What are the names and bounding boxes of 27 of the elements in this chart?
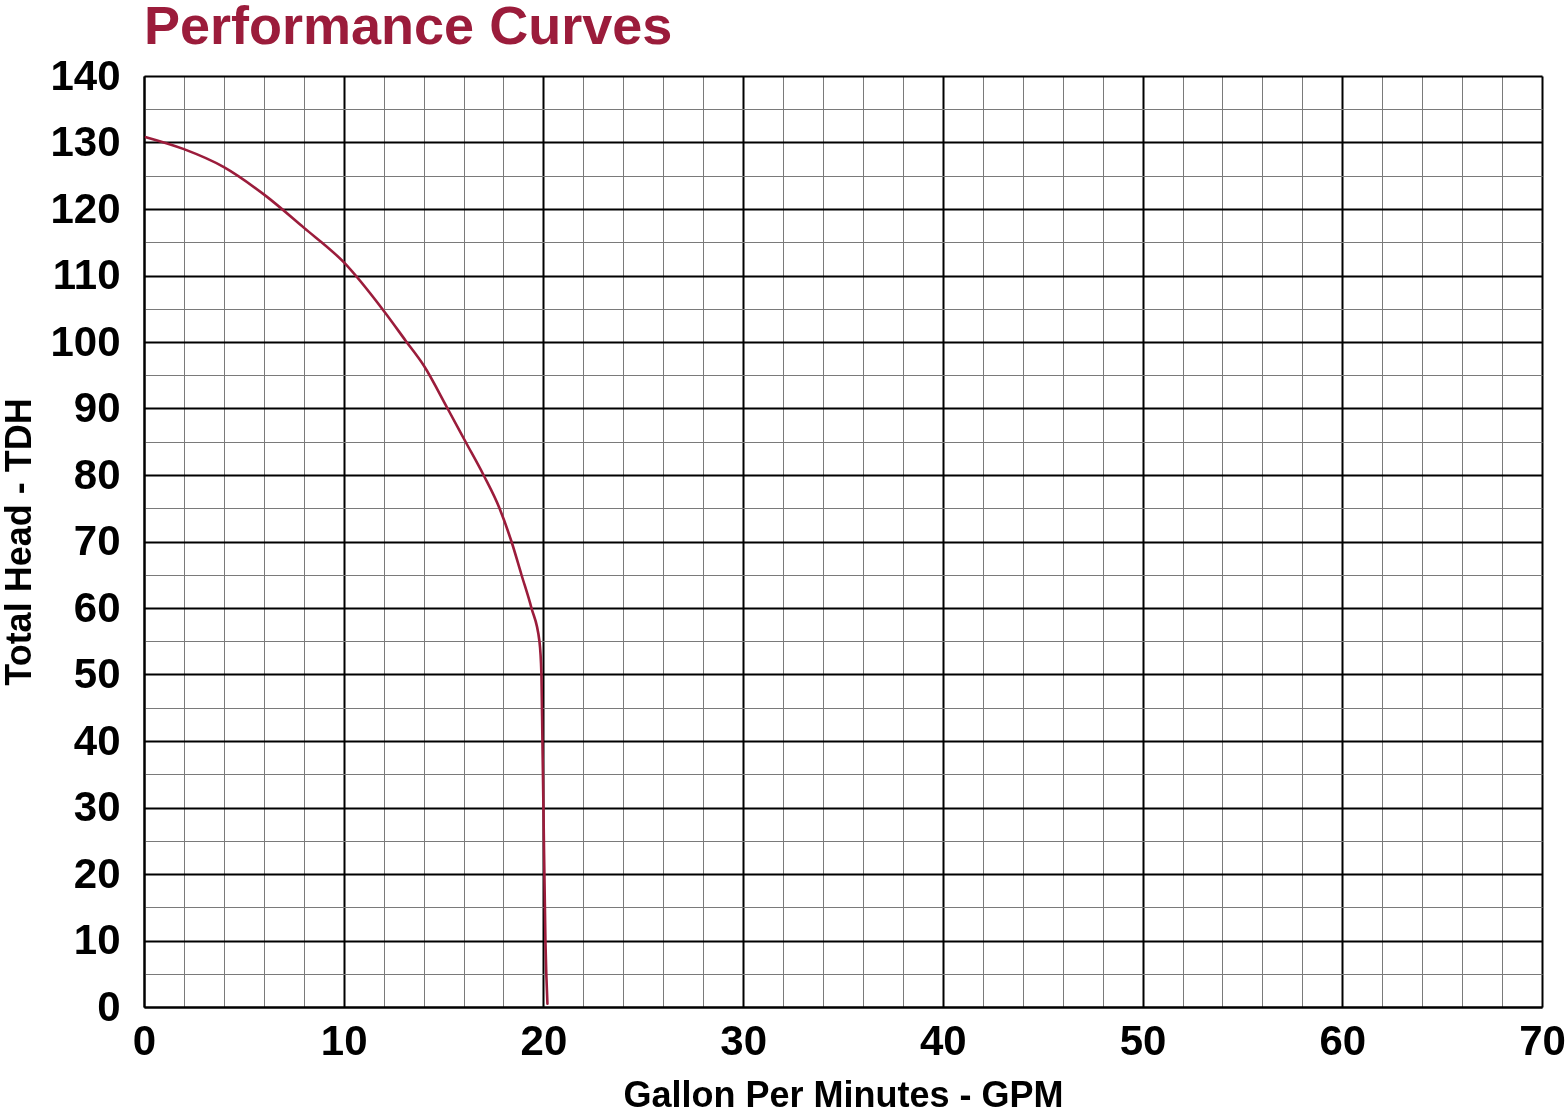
x-tick-label: 60 bbox=[1319, 1016, 1367, 1064]
y-tick-label: 70 bbox=[73, 517, 121, 564]
y-tick-label: 10 bbox=[73, 916, 121, 963]
x-tick-label: 30 bbox=[720, 1016, 767, 1064]
x-tick-label: 10 bbox=[320, 1016, 368, 1064]
y-tick-label: 100 bbox=[50, 317, 121, 365]
y-tick-label: 60 bbox=[73, 583, 121, 631]
y-tick-label: 0 bbox=[97, 982, 121, 1030]
y-tick-label: 130 bbox=[50, 118, 121, 165]
y-axis-title: Total Head - TDH bbox=[0, 398, 40, 686]
line-series bbox=[144, 135, 549, 1005]
x-tick-label: 70 bbox=[1519, 1016, 1566, 1064]
y-tick-label: 50 bbox=[73, 650, 121, 697]
x-tick-label: 40 bbox=[920, 1016, 967, 1064]
y-tick-label: 120 bbox=[50, 184, 121, 232]
y-tick-label: 40 bbox=[73, 716, 121, 764]
x-axis-title: Gallon Per Minutes - GPM bbox=[623, 1073, 1064, 1115]
x-tick-label: 50 bbox=[1119, 1016, 1167, 1064]
x-tick-label: 0 bbox=[132, 1016, 157, 1064]
y-tick-label: 20 bbox=[73, 849, 121, 897]
y-tick-label: 140 bbox=[50, 51, 121, 99]
y-tick-label: 110 bbox=[52, 251, 121, 298]
chart-title: Performance Curves bbox=[144, 0, 673, 55]
y-tick-label: 80 bbox=[73, 450, 121, 498]
x-tick-label: 20 bbox=[520, 1016, 568, 1064]
y-tick-label: 30 bbox=[73, 783, 121, 830]
y-tick-label: 90 bbox=[73, 384, 121, 431]
